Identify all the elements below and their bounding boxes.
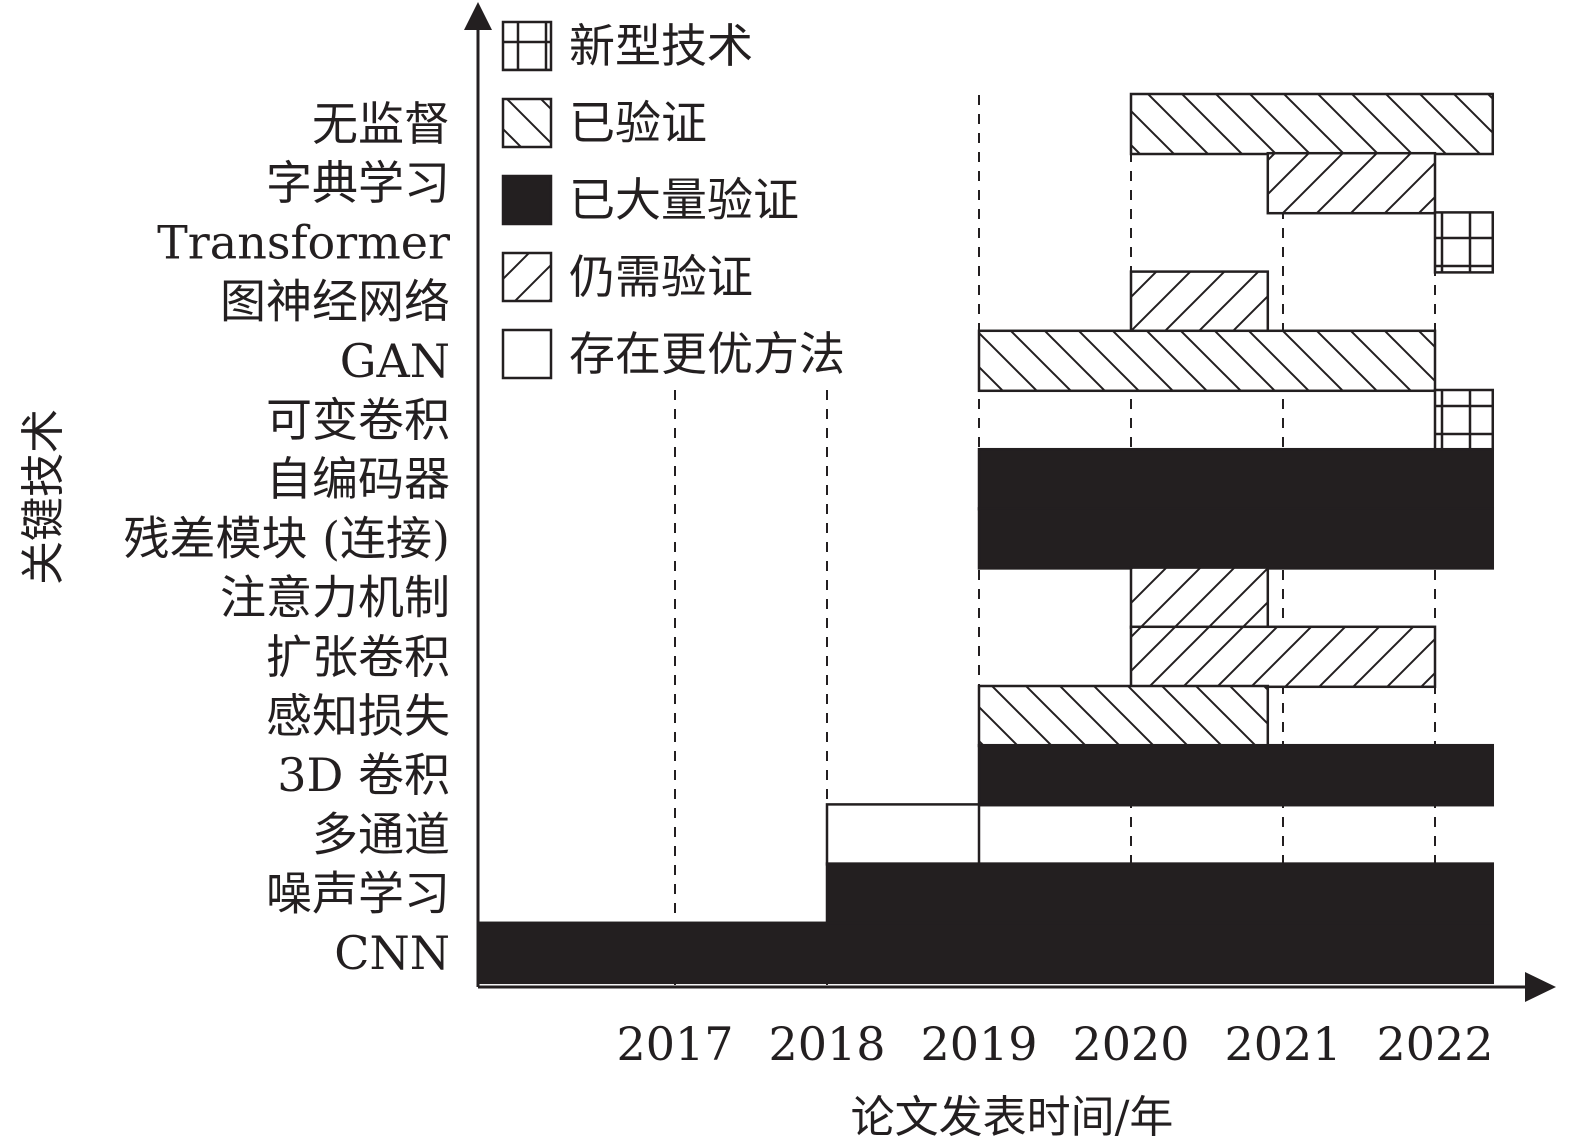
legend-label: 已验证: [569, 96, 707, 150]
category-label: 自编码器: [266, 452, 450, 506]
bar-2: [1266, 151, 1437, 215]
bar-6: [1433, 388, 1495, 452]
x-tick-label: 2020: [1072, 1017, 1189, 1071]
category-label: 多通道: [312, 807, 450, 861]
bar-15: [476, 921, 1495, 985]
x-tick-label: 2019: [920, 1017, 1037, 1071]
x-tick-label: 2018: [768, 1017, 885, 1071]
category-label: 扩张卷积: [266, 630, 450, 684]
bar-9: [1129, 566, 1270, 629]
legend-label: 新型技术: [569, 19, 753, 73]
bar-1: [1129, 92, 1495, 156]
legend-label: 仍需验证: [569, 250, 753, 304]
x-tick-label: 2017: [616, 1017, 733, 1071]
legend-label: 已大量验证: [569, 173, 799, 227]
category-label: 感知损失: [266, 689, 450, 743]
category-label: 残差模块 (连接): [123, 511, 450, 565]
bar-13: [825, 803, 981, 866]
bar-11: [977, 684, 1270, 748]
bar-5: [977, 329, 1437, 393]
category-label: 3D 卷积: [277, 748, 450, 802]
bars: [476, 92, 1495, 985]
legend-swatch-verified: [501, 97, 553, 149]
category-label: Transformer: [157, 215, 450, 269]
legend-swatch-needs_verification: [501, 251, 553, 303]
bar-12: [977, 743, 1495, 807]
category-label: 噪声学习: [266, 867, 450, 921]
bar-7: [977, 447, 1495, 511]
x-tick-labels: 2017 2018 2019 2020 2021 2022: [616, 1017, 1493, 1071]
x-tick-label: 2022: [1376, 1017, 1493, 1071]
category-label: 无监督: [312, 97, 450, 151]
y-axis-title: 关键技术: [18, 409, 69, 585]
category-label: 可变卷积: [266, 393, 450, 447]
category-label: CNN: [334, 926, 450, 980]
category-label: 图神经网络: [220, 275, 450, 329]
category-label: 注意力机制: [220, 571, 450, 625]
legend-swatch-widely_verified: [501, 174, 553, 226]
bar-3: [1433, 211, 1495, 274]
bar-4: [1129, 270, 1270, 333]
category-label: GAN: [340, 334, 450, 388]
x-axis-title: 论文发表时间/年: [851, 1092, 1174, 1143]
bar-10: [1129, 625, 1437, 689]
y-axis-arrow: [464, 2, 492, 30]
legend-label: 存在更优方法: [569, 327, 845, 381]
category-label: 字典学习: [266, 156, 450, 210]
legend-swatch-new: [501, 20, 553, 72]
bar-14: [825, 862, 1495, 925]
bar-8: [977, 507, 1495, 570]
x-axis-arrow: [1525, 972, 1556, 1002]
legend-swatch-superseded: [501, 328, 553, 380]
axes: [464, 2, 1556, 1002]
x-tick-label: 2021: [1224, 1017, 1341, 1071]
